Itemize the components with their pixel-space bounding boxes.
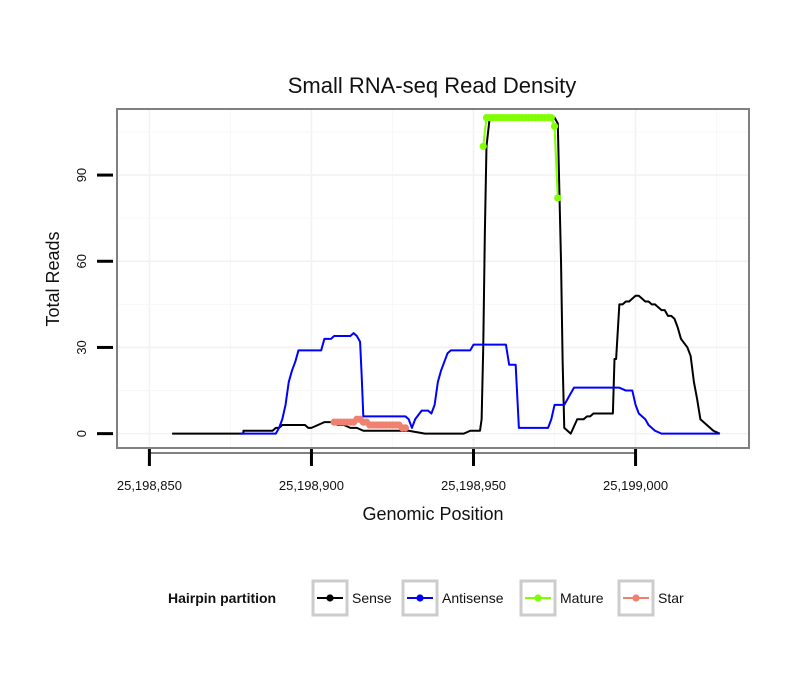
legend-label-sense: Sense — [352, 590, 392, 606]
legend-label-mature: Mature — [560, 590, 604, 606]
legend-title: Hairpin partition — [168, 590, 276, 606]
series-layer — [172, 114, 721, 435]
data-point-mature — [547, 114, 555, 122]
legend-item-star: Star — [617, 579, 684, 617]
y-axis: 0 30 60 90 — [74, 168, 113, 437]
x-tick-label: 25,198,900 — [279, 478, 344, 493]
data-point-mature — [554, 194, 562, 202]
y-tick-label: 90 — [74, 168, 89, 182]
legend-key-point — [632, 594, 640, 602]
legend-item-mature: Mature — [519, 579, 604, 617]
data-point-mature — [550, 122, 559, 130]
chart-title: Small RNA-seq Read Density — [288, 73, 577, 98]
x-tick-label: 25,198,850 — [117, 478, 182, 493]
x-tick-label: 25,198,950 — [441, 478, 506, 493]
y-tick-label: 0 — [74, 430, 89, 437]
legend-item-antisense: Antisense — [401, 579, 504, 617]
x-axis: 25,198,850 25,198,900 25,198,950 25,199,000 — [117, 449, 668, 493]
y-tick-label: 60 — [74, 254, 89, 268]
legend-item-sense: Sense — [311, 579, 392, 617]
legend-label-antisense: Antisense — [442, 590, 504, 606]
x-tick-label: 25,199,000 — [603, 478, 668, 493]
legend-key-point — [534, 594, 542, 602]
legend-items: Sense Antisense Mature Star — [311, 579, 684, 617]
x-axis-title: Genomic Position — [362, 504, 503, 524]
legend: Hairpin partition Sense Antisense Mature St… — [168, 579, 684, 617]
plot-panel — [117, 109, 749, 448]
data-point-mature — [479, 142, 487, 150]
plot-border — [116, 108, 750, 449]
series-line-sense — [172, 116, 721, 435]
y-tick-label: 30 — [74, 340, 89, 354]
series-star — [330, 415, 410, 432]
legend-key-point — [416, 594, 424, 602]
series-mature — [479, 114, 562, 202]
series-antisense — [240, 332, 720, 435]
y-axis-title: Total Reads — [43, 231, 63, 326]
series-sense — [172, 116, 721, 435]
legend-key-point — [326, 594, 334, 602]
data-point-star — [401, 424, 410, 432]
legend-label-star: Star — [658, 590, 684, 606]
series-line-antisense — [240, 332, 720, 435]
plot-area — [116, 108, 750, 449]
